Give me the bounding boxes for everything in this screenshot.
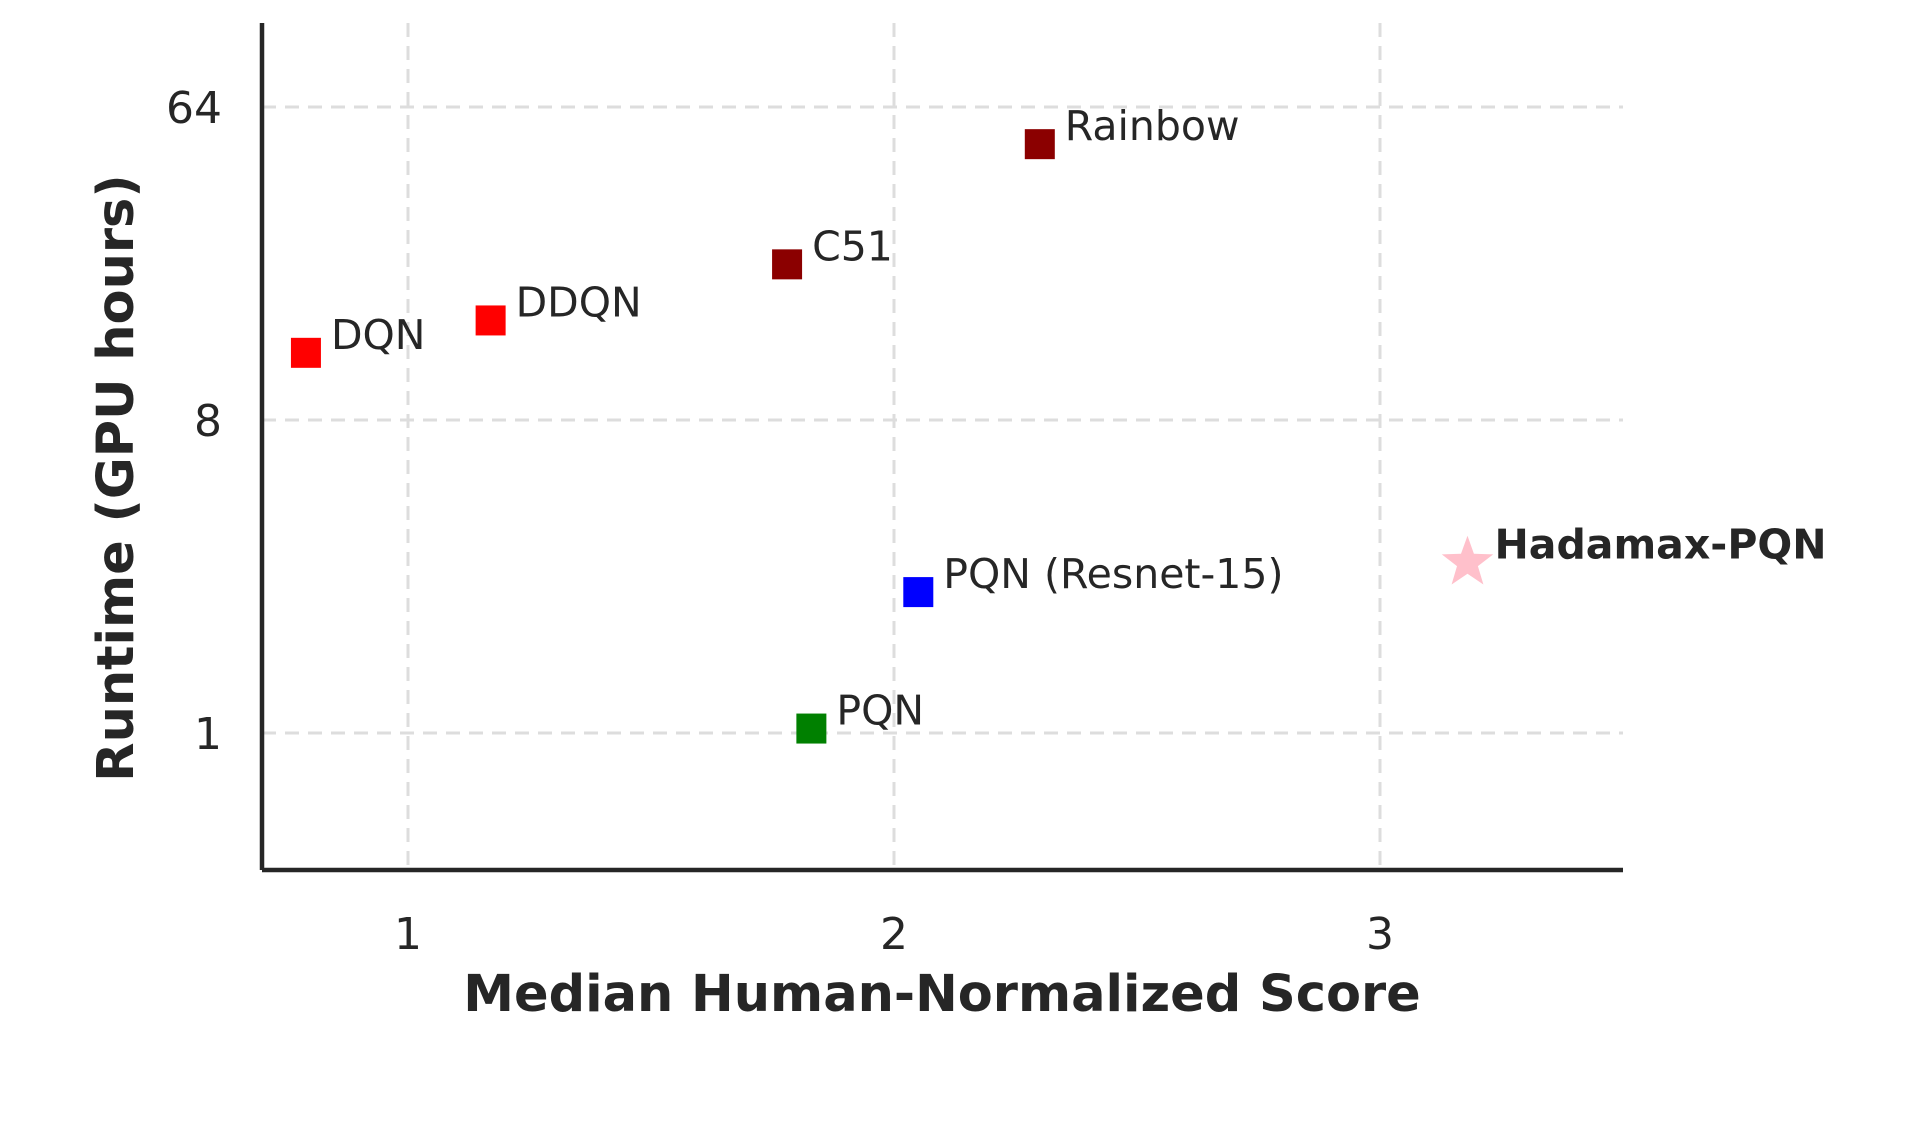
point-labels: DQN DDQN C51 Rainbow PQN (Resnet-15) PQN Hadam… [331, 102, 1827, 734]
data-point-square [290, 337, 321, 368]
data-point-star [1441, 535, 1494, 585]
data-point-label: DQN [331, 311, 426, 359]
data-points [290, 129, 1494, 744]
data-point-square [772, 249, 803, 280]
tick-labels: 1 2 3 1 8 64 [166, 83, 1394, 960]
y-axis-title: Runtime (GPU hours) [87, 174, 146, 781]
x-tick-label: 3 [1366, 909, 1394, 960]
data-point-label: PQN [836, 687, 924, 735]
data-point-square [1024, 129, 1055, 160]
data-point-square [903, 577, 934, 608]
x-tick-label: 2 [880, 909, 908, 960]
data-point-label: Hadamax-PQN [1494, 521, 1826, 569]
data-point-square [796, 713, 827, 744]
y-tick-label: 64 [166, 83, 222, 134]
data-point-label: PQN (Resnet-15) [943, 550, 1283, 598]
data-point-square [475, 305, 506, 336]
y-tick-label: 1 [194, 709, 222, 760]
grid-lines [262, 23, 1623, 870]
data-point-label: C51 [812, 222, 893, 270]
data-point-label: DDQN [516, 278, 642, 326]
data-point-label: Rainbow [1065, 102, 1240, 150]
y-tick-label: 8 [194, 396, 222, 447]
x-axis-title: Median Human-Normalized Score [463, 965, 1421, 1024]
axes [259, 23, 1623, 873]
x-tick-label: 1 [394, 909, 422, 960]
